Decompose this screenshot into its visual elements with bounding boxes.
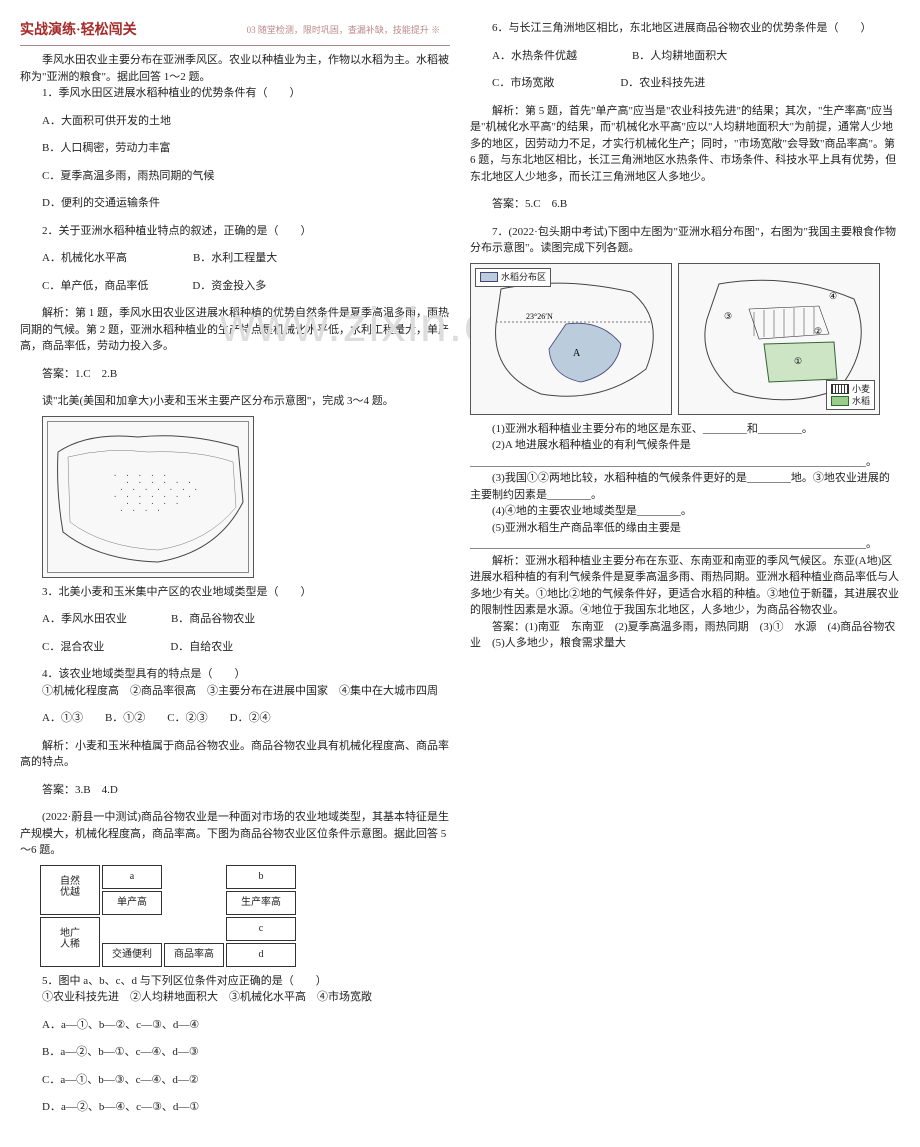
- q5: 5．图中 a、b、c、d 与下列区位条件对应正确的是（ ）: [20, 973, 450, 990]
- figure-asia-rice: 23°26′N A 水稻分布区: [470, 263, 672, 415]
- q3-ab: A．季风水田农业 B．商品谷物农业: [20, 611, 450, 628]
- ans12: 答案：1.C 2.B: [20, 366, 450, 383]
- svg-text:②: ②: [814, 326, 822, 336]
- d-dc: 单产高: [102, 891, 162, 915]
- q7-5b: ________________________________________…: [470, 536, 900, 553]
- q4: 4．该农业地域类型具有的特点是（ ）: [20, 666, 450, 683]
- legend-right: 小麦 水稻: [826, 380, 875, 410]
- q1-c: C．夏季高温多雨，雨热同期的气候: [20, 168, 450, 185]
- map-intro: 读"北美(美国和加拿大)小麦和玉米主要产区分布示意图"，完成 3～4 题。: [20, 393, 450, 410]
- q5-stem: ①农业科技先进 ②人均耕地面积大 ③机械化水平高 ④市场宽敞: [20, 989, 450, 1006]
- q2-a: A．机械化水平高 B．水利工程量大: [20, 250, 450, 267]
- ans7: 答案：(1)南亚 东南亚 (2)夏季高温多雨，雨热同期 (3)① 水源 (4)商…: [470, 619, 900, 652]
- header-subtitle: 03 随堂检测，限时巩固，查漏补缺，技能提升 ※: [247, 24, 441, 38]
- q6-cd: C．市场宽敞 D．农业科技先进: [470, 75, 900, 92]
- divider: [20, 45, 450, 46]
- legend-left: 水稻分布区: [475, 268, 551, 288]
- q7-5: (5)亚洲水稻生产商品率低的缘由主要是: [470, 520, 900, 537]
- exp56: 解析：第 5 题，首先"单产高"应当是"农业科技先进"的结果；其次，"生产率高"…: [470, 103, 900, 186]
- figure-diagram: 自然 优越 a b 单产高 生产率高 c 地广 人稀 交通便利 商品率高 d: [40, 865, 300, 967]
- exp12: 解析：第 1 题，季风水田农业区进展水稻种植的优势自然条件是夏季高温多雨，雨热同…: [20, 305, 450, 355]
- q5-c: C．a—①、b—③、c—④、d—②: [20, 1072, 450, 1089]
- q2: 2．关于亚洲水稻种植业特点的叙述，正确的是（ ）: [20, 223, 450, 240]
- svg-text:④: ④: [829, 291, 837, 301]
- q7-2b: ________________________________________…: [470, 454, 900, 471]
- ans56: 答案：5.C 6.B: [470, 196, 900, 213]
- exp34: 解析：小麦和玉米种植属于商品谷物农业。商品谷物农业具有机械化程度高、商品率高的特…: [20, 738, 450, 771]
- q4-opts: A．①③ B．①② C．②③ D．②④: [20, 710, 450, 727]
- q1-d: D．便利的交通运输条件: [20, 195, 450, 212]
- q6-ab: A．水热条件优越 B．人均耕地面积大: [470, 48, 900, 65]
- q5-b: B．a—②、b—①、c—④、d—③: [20, 1044, 450, 1061]
- figure-na-map: . . . . . . . . . . . . . . . . . . . . …: [42, 416, 254, 578]
- d-b: b: [226, 865, 296, 889]
- exercise-header: 实战演练·轻松闯关 03 随堂检测，限时巩固，查漏补缺，技能提升 ※: [20, 20, 450, 41]
- d-jt: 交通便利: [102, 943, 162, 967]
- d-sp: 商品率高: [164, 943, 224, 967]
- q7-3: (3)我国①②两地比较，水稻种植的气候条件更好的是________地。③地农业进…: [470, 470, 900, 503]
- d-a: a: [102, 865, 162, 889]
- svg-text:③: ③: [724, 311, 732, 321]
- exp7: 解析：亚洲水稻种植业主要分布在东亚、东南亚和南亚的季风气候区。东亚(A地)区进展…: [470, 553, 900, 619]
- d-yz: 自然 优越: [40, 865, 100, 915]
- d-gd: 地广 人稀: [40, 917, 100, 967]
- q6: 6．与长江三角洲地区相比，东北地区进展商品谷物农业的优势条件是（ ）: [470, 20, 900, 37]
- svg-text:①: ①: [794, 356, 802, 366]
- q3: 3．北美小麦和玉米集中产区的农业地域类型是（ ）: [20, 584, 450, 601]
- q7-intro: 7．(2022·包头期中考试)下图中左图为"亚洲水稻分布图"，右图为"我国主要粮…: [470, 224, 900, 257]
- figure-pair: 23°26′N A 水稻分布区: [470, 263, 900, 415]
- q4-stem: ①机械化程度高 ②商品率很高 ③主要分布在进展中国家 ④集中在大城市四周: [20, 683, 450, 700]
- intro-12: 季风水田农业主要分布在亚洲季风区。农业以种植业为主，作物以水稻为主。水稻被称为"…: [20, 52, 450, 85]
- intro56: (2022·蔚县一中测试)商品谷物农业是一种面对市场的农业地域类型，其基本特征是…: [20, 809, 450, 859]
- q7-4: (4)④地的主要农业地域类型是________。: [470, 503, 900, 520]
- d-d: d: [226, 943, 296, 967]
- q2-c: C．单产低，商品率低 D．资金投入多: [20, 278, 450, 295]
- d-c: c: [226, 917, 296, 941]
- q5-a: A．a—①、b—②、c—③、d—④: [20, 1017, 450, 1034]
- header-title: 实战演练·轻松闯关: [20, 20, 137, 41]
- q7-2: (2)A 地进展水稻种植业的有利气候条件是: [470, 437, 900, 454]
- left-column: 实战演练·轻松闯关 03 随堂检测，限时巩固，查漏补缺，技能提升 ※ 季风水田农…: [20, 20, 450, 1127]
- q1-b: B．人口稠密，劳动力丰富: [20, 140, 450, 157]
- ans34: 答案：3.B 4.D: [20, 782, 450, 799]
- q7-1: (1)亚洲水稻种植业主要分布的地区是东亚、________和________。: [470, 421, 900, 438]
- right-column: 6．与长江三角洲地区相比，东北地区进展商品谷物农业的优势条件是（ ） A．水热条…: [470, 20, 900, 1127]
- d-sc: 生产率高: [226, 891, 296, 915]
- q3-cd: C．混合农业 D．自给农业: [20, 639, 450, 656]
- svg-text:A: A: [573, 348, 581, 359]
- q5-d: D．a—②、b—④、c—③、d—①: [20, 1099, 450, 1116]
- q1: 1．季风水田区进展水稻种植业的优势条件有（ ）: [20, 85, 450, 102]
- svg-text:23°26′N: 23°26′N: [526, 312, 553, 321]
- q1-a: A．大面积可供开发的土地: [20, 113, 450, 130]
- figure-china-crops: ④ ③ ① ② 小麦 水稻: [678, 263, 880, 415]
- dot-pattern: . . . . . . . . . . . . . . . . . . . . …: [103, 452, 210, 534]
